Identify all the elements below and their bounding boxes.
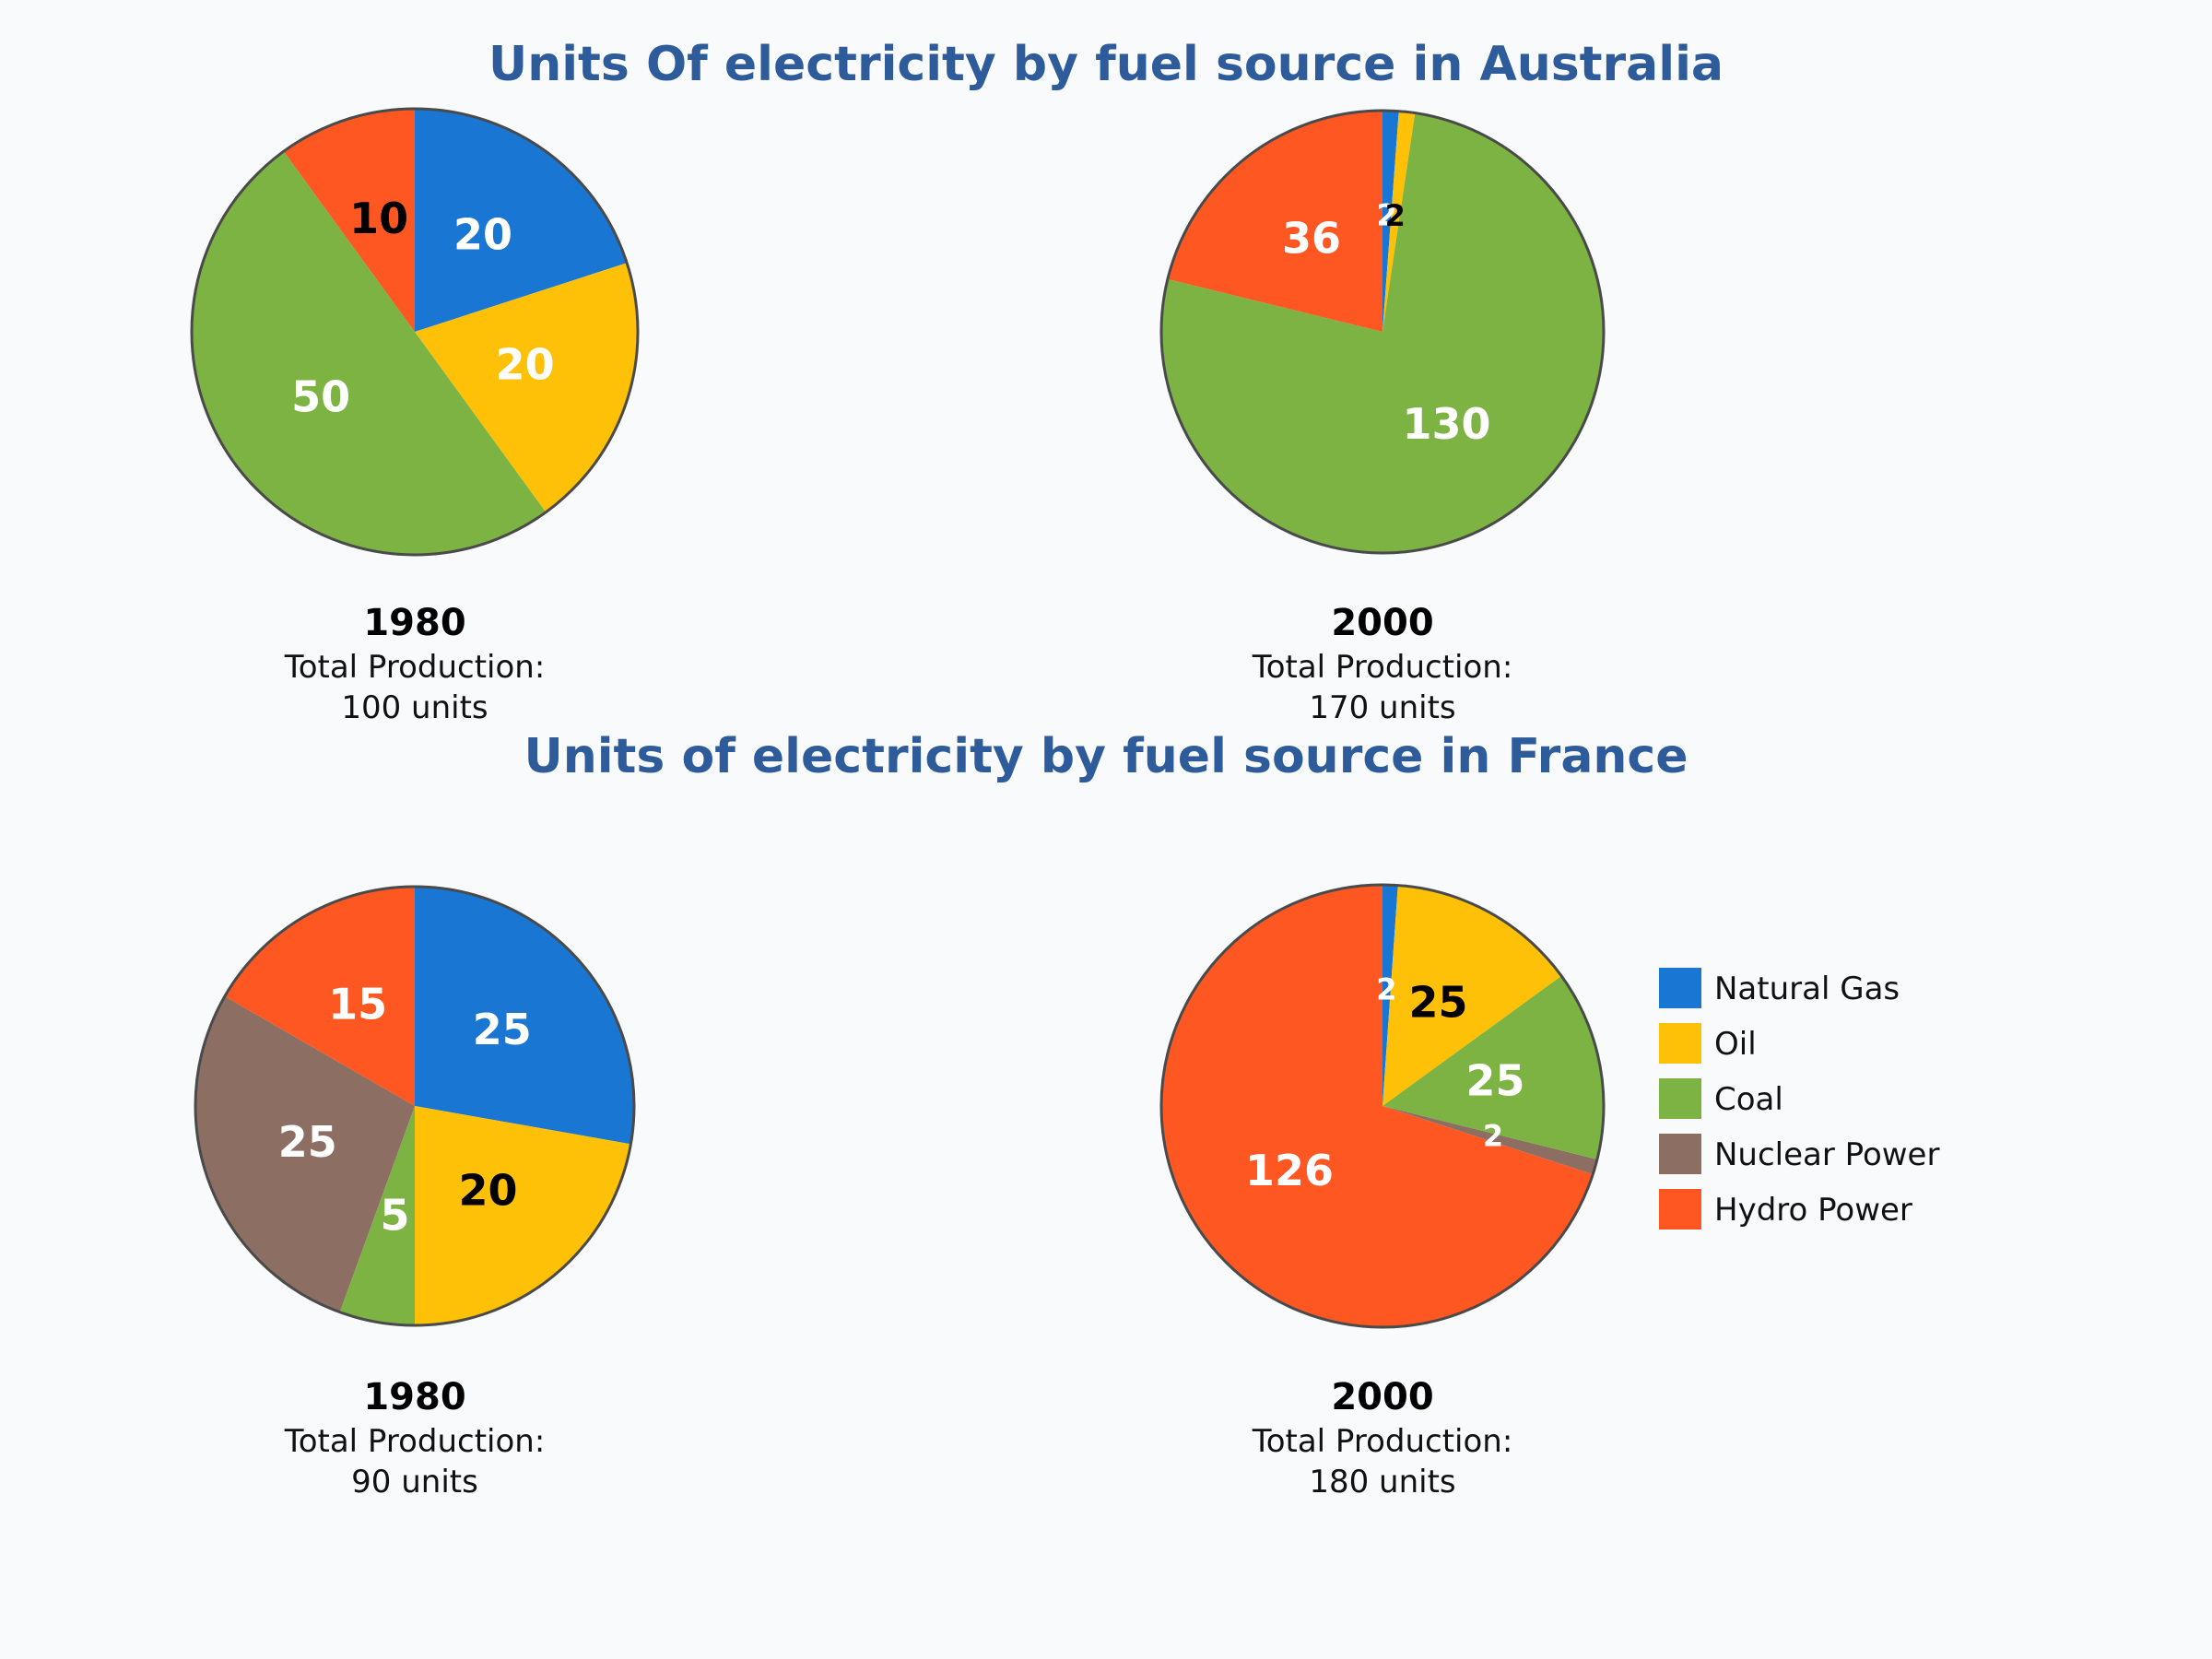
- pie-slice-coal: [1382, 975, 1604, 1160]
- pie-slice-coal: [339, 1106, 415, 1325]
- pie-slice-natural-gas: [1382, 885, 1398, 1106]
- pie-slice-natural-gas: [415, 109, 628, 332]
- slice-label-hydro-power: 15: [328, 979, 387, 1029]
- legend-label-hydro-power: Hydro Power: [1714, 1192, 1912, 1229]
- pie-slice-coal: [192, 151, 547, 555]
- pie-australia-1980: 20 20 50 10: [190, 107, 640, 557]
- pie-france-1980: 25 20 5 25 15: [194, 885, 636, 1327]
- pie-france-2000: 2 25 25 2 126: [1159, 883, 1606, 1329]
- slice-label-coal: 5: [381, 1190, 410, 1240]
- pie-slice-hydro-power: [1161, 885, 1594, 1327]
- slice-label-nuclear-power: 2: [1483, 1118, 1503, 1153]
- legend: Natural Gas Oil Coal Nuclear Power Hydro Pow…: [1659, 968, 1939, 1230]
- slice-label-coal: 50: [291, 371, 350, 421]
- slice-label-hydro-power: 126: [1245, 1146, 1334, 1195]
- pie-australia-2000: 22 130 36: [1159, 109, 1606, 555]
- year-label: 1980: [363, 1376, 465, 1418]
- year-label: 2000: [1331, 602, 1433, 644]
- slice-label-natural-gas: 2: [1376, 197, 1396, 232]
- slice-label-natural-gas: 20: [453, 210, 512, 260]
- total-production-label: Total Production:: [284, 1423, 546, 1460]
- year-label: 2000: [1331, 1376, 1433, 1418]
- france-title: Units of electricity by fuel source in F…: [524, 729, 1688, 784]
- slice-label-hydro-power: 10: [349, 194, 408, 243]
- slice-label-hydro-power: 36: [1282, 213, 1341, 263]
- legend-swatch-hydro-power: [1659, 1189, 1701, 1230]
- legend-swatch-coal: [1659, 1078, 1701, 1119]
- slice-label-oil: 20: [496, 339, 555, 389]
- legend-swatch-natural-gas: [1659, 968, 1701, 1008]
- slice-label-natural-gas: 2: [1376, 971, 1396, 1006]
- pie-slice-natural-gas: [415, 887, 634, 1145]
- legend-label-oil: Oil: [1714, 1026, 1757, 1063]
- total-production-value: 170 units: [1309, 689, 1455, 726]
- pie-slice-oil: [415, 1106, 631, 1325]
- legend-label-coal: Coal: [1714, 1081, 1783, 1118]
- pie-slice-hydro-power: [1167, 111, 1382, 332]
- pie-slice-oil: [415, 263, 638, 512]
- slice-label-coal: 130: [1403, 399, 1491, 449]
- pie-slice-nuclear-power: [1382, 1106, 1597, 1175]
- total-production-label: Total Production:: [1252, 1423, 1513, 1460]
- pie-outline: [1159, 883, 1606, 1329]
- legend-swatch-nuclear-power: [1659, 1134, 1701, 1174]
- pie-slice-oil: [1382, 111, 1416, 332]
- pie-slice-nuclear-power: [194, 996, 415, 1312]
- total-production-value: 90 units: [351, 1464, 478, 1500]
- pie-outline: [190, 107, 640, 557]
- pie-slice-hydro-power: [283, 109, 415, 332]
- pie-slice-natural-gas: [1382, 111, 1399, 332]
- australia-title: Units Of electricity by fuel source in A…: [488, 37, 1724, 92]
- total-production-value: 100 units: [341, 689, 488, 726]
- pie-slice-oil: [1382, 885, 1562, 1106]
- pie-outline: [1159, 109, 1606, 555]
- slice-label-oil: 2: [1385, 198, 1406, 233]
- pie-slice-coal: [1161, 112, 1605, 553]
- slice-label-oil: 25: [1408, 977, 1467, 1027]
- legend-swatch-oil: [1659, 1023, 1701, 1064]
- legend-label-natural-gas: Natural Gas: [1714, 971, 1900, 1007]
- legend-label-nuclear-power: Nuclear Power: [1714, 1136, 1939, 1173]
- slice-label-oil: 20: [459, 1165, 518, 1215]
- slice-label-coal: 25: [1465, 1056, 1524, 1106]
- total-production-label: Total Production:: [284, 649, 546, 686]
- slice-label-natural-gas: 25: [473, 1005, 532, 1054]
- pie-slice-hydro-power: [224, 887, 415, 1106]
- pie-outline: [194, 885, 636, 1327]
- year-label: 1980: [363, 602, 465, 644]
- total-production-label: Total Production:: [1252, 649, 1513, 686]
- total-production-value: 180 units: [1309, 1464, 1455, 1500]
- slice-label-nuclear-power: 25: [278, 1117, 337, 1167]
